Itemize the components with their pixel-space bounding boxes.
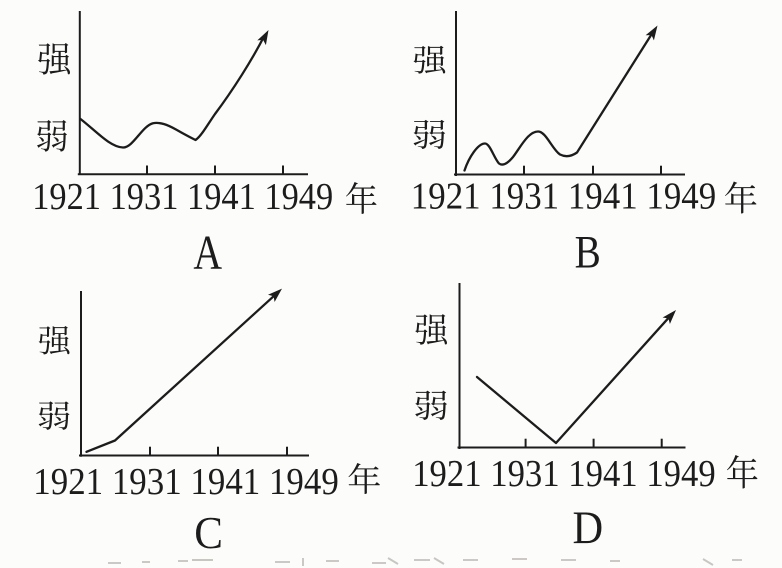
svg-text:1921 1931 1941 1949: 1921 1931 1941 1949 [32, 176, 333, 218]
svg-text:C: C [194, 508, 223, 558]
svg-text:1921 1931 1941 1949: 1921 1931 1941 1949 [33, 461, 339, 503]
svg-text:D: D [573, 501, 604, 553]
svg-text:1921 1931 1941 1949: 1921 1931 1941 1949 [412, 453, 716, 495]
svg-text:1921 1931 1941 1949: 1921 1931 1941 1949 [411, 175, 716, 217]
svg-text:A: A [193, 226, 222, 280]
svg-text:B: B [575, 227, 601, 278]
